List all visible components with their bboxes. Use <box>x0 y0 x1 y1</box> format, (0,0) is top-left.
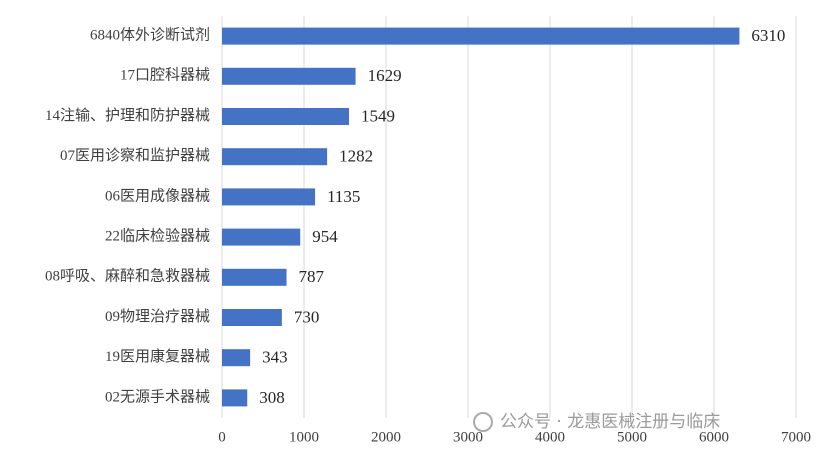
bar <box>222 349 251 367</box>
value-label: 1549 <box>361 106 395 125</box>
y-tick-label: 22临床检验器械 <box>105 228 210 245</box>
value-label: 1282 <box>339 147 373 166</box>
bar <box>222 67 356 85</box>
bar <box>222 27 740 45</box>
y-tick-label: 6840体外诊断试剂 <box>90 27 210 44</box>
plot: 0 1000 2000 3000 4000 5000 6000 7000 6840体外诊断试剂 6… <box>45 16 811 445</box>
x-tick-label: 6000 <box>699 429 729 445</box>
x-tick-label: 3000 <box>453 429 483 445</box>
watermark-text: 公众号 · 龙惠医械注册与临床 <box>500 412 720 432</box>
y-tick-label: 09物理治疗器械 <box>105 308 210 325</box>
value-label: 308 <box>259 388 285 407</box>
bar <box>222 228 301 246</box>
value-label: 1135 <box>327 187 360 206</box>
x-tick-label: 5000 <box>617 429 647 445</box>
bar <box>222 389 248 407</box>
bar <box>222 108 350 125</box>
y-tick-label: 02无源手术器械 <box>105 388 210 405</box>
y-tick-label: 07医用诊察和监护器械 <box>60 146 210 164</box>
bar <box>222 188 316 206</box>
y-tick-label: 08呼吸、麻醉和急救器械 <box>45 268 210 285</box>
x-tick-label: 2000 <box>371 429 401 445</box>
value-label: 6310 <box>751 26 785 45</box>
value-label: 343 <box>262 348 288 367</box>
bar <box>222 148 328 166</box>
y-tick-label: 17口腔科器械 <box>120 67 210 84</box>
watermark: 公众号 · 龙惠医械注册与临床 <box>473 412 720 432</box>
value-label: 954 <box>312 227 338 246</box>
y-tick-label: 19医用康复器械 <box>105 347 210 365</box>
x-tick-label: 1000 <box>289 429 319 445</box>
y-tick-label: 06医用成像器械 <box>105 187 210 204</box>
x-tick-label: 7000 <box>781 429 811 445</box>
value-label: 730 <box>294 307 320 326</box>
value-label: 1629 <box>368 66 402 85</box>
bar <box>222 309 282 326</box>
y-tick-label: 14注输、护理和防护器械 <box>45 107 210 124</box>
value-label: 787 <box>299 267 325 286</box>
watermark-icon <box>473 412 493 432</box>
x-tick-label: 0 <box>218 429 226 445</box>
bar <box>222 268 287 286</box>
x-tick-label: 4000 <box>535 429 565 445</box>
